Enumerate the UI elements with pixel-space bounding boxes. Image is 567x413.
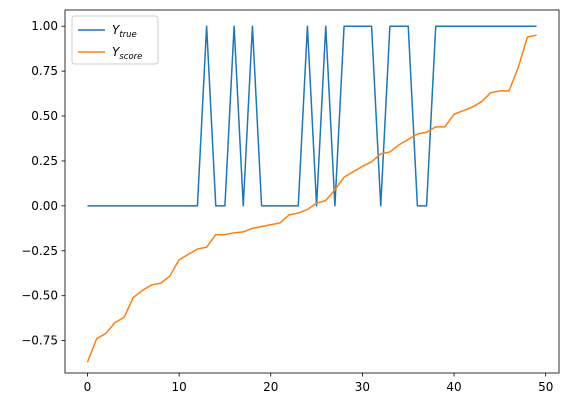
x-tick-label: 50 [538,380,553,394]
x-tick-label: 30 [355,380,370,394]
x-tick-label: 10 [171,380,186,394]
y-tick-label: −0.75 [21,334,58,348]
x-tick-label: 40 [446,380,461,394]
legend-label-y-true: Ytrue [112,23,137,40]
series-line-true [87,25,537,207]
x-tick-label: 0 [84,380,92,394]
y-tick-label: 0.00 [31,199,58,213]
y-tick-label: −0.25 [21,244,58,258]
x-axis-ticks: 0 10 20 30 40 50 [84,373,553,394]
series-layer [86,25,537,363]
series-line-score [86,34,537,363]
legend: Ytrue Yscore [71,15,159,65]
legend-label-y-score: Yscore [112,45,142,62]
y-tick-label: 0.25 [31,154,58,168]
plot-background [65,10,559,373]
y-axis-ticks: −0.75 −0.50 −0.25 0.00 0.25 0.50 0.75 1.00 [21,19,65,348]
y-tick-label: −0.50 [21,289,58,303]
y-tick-label: 1.00 [31,19,58,33]
y-tick-label: 0.50 [31,109,58,123]
plot-frame [64,9,560,374]
y-tick-label: 0.75 [31,64,58,78]
x-tick-label: 20 [263,380,278,394]
